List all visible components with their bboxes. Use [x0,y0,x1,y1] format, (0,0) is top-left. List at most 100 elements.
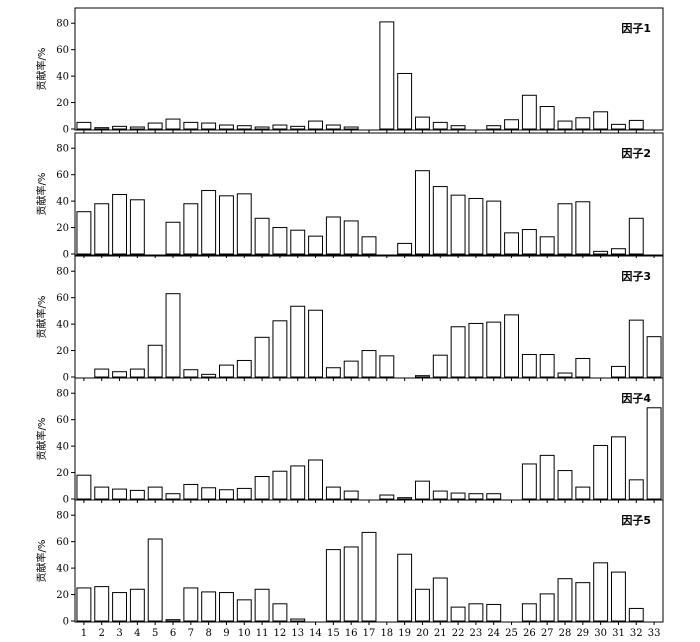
bar-27 [539,106,555,130]
panel-label: 因子5 [621,514,651,527]
bar-29 [575,117,591,130]
bar-27 [539,454,555,500]
bar-13 [290,465,306,500]
y-tick-label: 60 [56,415,69,426]
bar-10 [236,125,252,130]
bar-14 [308,120,324,130]
bar-13 [290,125,306,130]
bar-33 [646,336,662,378]
x-tick-label: 19 [398,628,411,637]
y-tick-label: 40 [56,564,69,575]
x-tick-label: 2 [99,628,105,637]
y-tick-label: 60 [56,537,69,548]
bar-20 [415,480,430,500]
bar-26 [521,463,537,500]
x-tick-label: 13 [291,628,304,637]
bar-6 [165,493,181,500]
bar-14 [308,459,324,500]
bar-19 [397,242,413,255]
bar-29 [575,486,591,500]
bar-24 [486,603,502,622]
bar-28 [557,120,573,130]
bar-26 [521,354,537,378]
bar-11 [254,588,270,622]
x-tick-label: 21 [434,628,447,637]
panel-frame [74,377,664,501]
y-tick-label: 80 [56,267,69,278]
y-axis-label: 贡献率/% [35,296,48,339]
bar-25 [504,232,520,255]
bar-31 [611,436,626,500]
y-tick-label: 20 [56,468,69,479]
bar-21 [432,121,448,130]
bar-30 [593,250,609,255]
bar-7 [183,483,199,500]
bar-15 [325,216,341,255]
bar-31 [611,571,626,622]
bar-6 [165,619,181,622]
y-axis-label: 贡献率/% [35,540,48,583]
bar-8 [201,373,217,378]
x-tick-label: 10 [238,628,251,637]
bar-22 [450,326,466,378]
bar-21 [432,186,448,255]
bar-22 [450,125,466,130]
bar-2 [94,586,110,622]
bar-9 [219,364,234,378]
bar-10 [236,359,252,378]
y-tick-label: 20 [56,98,69,109]
bar-33 [646,407,662,500]
bar-12 [272,227,288,255]
y-tick-label: 60 [56,293,69,304]
bar-4 [129,489,145,500]
y-tick-label: 60 [56,45,69,56]
bar-10 [236,599,252,622]
bar-21 [432,354,448,378]
bar-9 [219,489,234,500]
x-tick-label: 27 [541,628,554,637]
panel-1: 0 20 40 60 80 贡献率/% 因子1 [35,7,664,136]
panel-label: 因子3 [621,270,651,283]
bar-2 [94,203,110,255]
x-tick-label: 17 [363,628,376,637]
bar-29 [575,582,591,622]
bar-31 [611,123,626,130]
bar-32 [628,607,644,622]
bar-2 [94,127,110,130]
y-axis-label: 贡献率/% [35,173,48,216]
bar-20 [415,588,430,622]
bar-31 [611,365,626,378]
bar-23 [468,197,484,255]
bar-30 [593,111,609,130]
x-tick-label: 5 [152,628,158,637]
bar-1 [76,211,92,255]
bar-7 [183,203,199,255]
x-tick-label: 6 [170,628,176,637]
panel-3: 0 20 40 60 80 贡献率/% 因子3 [35,255,664,384]
panel-frame [74,7,664,131]
bar-9 [219,195,234,255]
x-tick-label: 3 [116,628,122,637]
bar-28 [557,470,573,500]
bar-15 [325,549,341,622]
panel-label: 因子2 [621,147,651,160]
bar-4 [129,126,145,130]
bar-27 [539,354,555,378]
y-tick-label: 0 [63,250,69,261]
bar-13 [290,229,306,255]
bar-24 [486,125,502,130]
bar-11 [254,476,270,500]
bar-32 [628,479,644,500]
bar-2 [94,486,110,500]
bar-8 [201,487,217,500]
bar-21 [432,490,448,500]
bar-15 [325,124,341,130]
panel-5: 0 20 40 60 80 贡献率/% 因子5 [35,499,664,628]
bar-32 [628,319,644,378]
x-tick-label: 11 [256,628,269,637]
y-tick-label: 20 [56,223,69,234]
x-tick-label: 29 [576,628,589,637]
x-tick-label: 30 [594,628,607,637]
bar-10 [236,487,252,500]
x-axis: 1 2 3 4 5 6 7 8 9 10 11 12 13 14 15 16 17 18 19 20 21 22 23 24 2… [81,628,661,639]
